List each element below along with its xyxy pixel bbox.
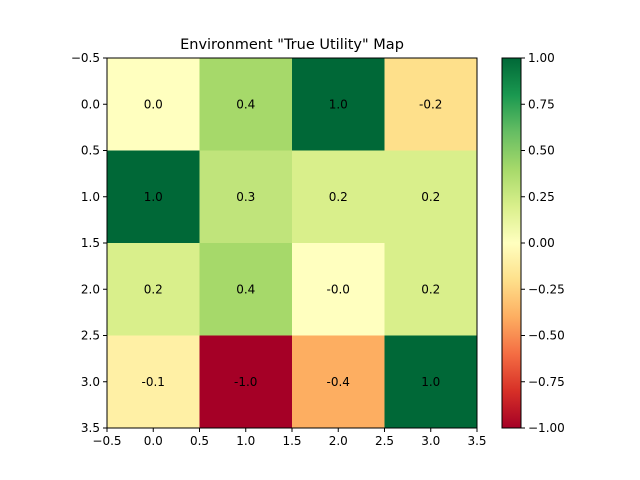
y-tick-label: 2.0	[81, 282, 100, 296]
heatmap-cell	[384, 150, 478, 244]
colorbar	[502, 58, 521, 428]
heatmap-cells	[107, 58, 478, 429]
chart-title: Environment "True Utility" Map	[180, 37, 404, 53]
cell-value-label: 0.4	[236, 282, 255, 296]
x-tick-label: 0.5	[190, 434, 209, 448]
x-tick-label: 2.5	[375, 434, 394, 448]
cell-value-label: 1.0	[421, 375, 440, 389]
cell-value-label: -1.0	[234, 375, 257, 389]
heatmap-cell-labels: 0.0 0.4 1.0 -0.2 1.0 0.3 0.2 0.2 0.2 0.4 -0.0 0.2 -0…	[142, 97, 443, 389]
y-tick-label: 3.5	[81, 421, 100, 435]
cell-value-label: -0.4	[327, 375, 350, 389]
heatmap-cell	[384, 58, 478, 151]
colorbar-tick-label: 0.25	[528, 190, 555, 204]
x-tick-label: 1.5	[282, 434, 301, 448]
heatmap-cell	[199, 335, 293, 429]
heatmap-cell	[199, 150, 293, 244]
y-tick-label: 0.5	[81, 144, 100, 158]
cell-value-label: 0.0	[144, 97, 163, 111]
colorbar-tick-label: 1.00	[528, 51, 555, 65]
y-axis: −0.5 0.0 0.5 1.0 1.5 2.0 2.5 3.0 3.5	[71, 51, 107, 435]
heatmap-cell	[292, 243, 385, 336]
cell-value-label: -0.0	[327, 282, 350, 296]
heatmap-cell	[292, 58, 385, 151]
colorbar-tick-label: −1.00	[528, 421, 565, 435]
heatmap-cell	[199, 58, 293, 151]
cell-value-label: -0.2	[419, 97, 442, 111]
x-tick-label: 0.0	[144, 434, 163, 448]
y-tick-label: 0.0	[81, 97, 100, 111]
y-tick-label: 1.5	[81, 236, 100, 250]
heatmap-cell	[107, 150, 200, 244]
y-tick-label: 2.5	[81, 329, 100, 343]
cell-value-label: 1.0	[144, 190, 163, 204]
cell-value-label: 0.4	[236, 97, 255, 111]
heatmap-cell	[384, 335, 478, 429]
heatmap-cell	[107, 243, 200, 336]
heatmap-cell	[107, 335, 200, 429]
colorbar-tick-label: −0.25	[528, 282, 565, 296]
colorbar-tick-label: −0.50	[528, 329, 565, 343]
colorbar-tick-label: 0.50	[528, 144, 555, 158]
heatmap-cell	[292, 150, 385, 244]
cell-value-label: 1.0	[329, 97, 348, 111]
heatmap-cell	[199, 243, 293, 336]
colorbar-axis: 1.00 0.75 0.50 0.25 0.00 −0.25 −0.50 −0.75 −1.00	[521, 51, 565, 435]
cell-value-label: 0.2	[329, 190, 348, 204]
x-tick-label: 3.0	[421, 434, 440, 448]
heatmap-cell	[292, 335, 385, 429]
cell-value-label: 0.2	[421, 190, 440, 204]
colorbar-tick-label: 0.75	[528, 97, 555, 111]
colorbar-tick-label: 0.00	[528, 236, 555, 250]
cell-value-label: 0.2	[144, 282, 163, 296]
x-axis: −0.5 0.0 0.5 1.0 1.5 2.0 2.5 3.0 3.5	[92, 428, 487, 448]
cell-value-label: 0.3	[236, 190, 255, 204]
cell-value-label: 0.2	[421, 282, 440, 296]
x-tick-label: 3.5	[467, 434, 486, 448]
colorbar-tick-label: −0.75	[528, 375, 565, 389]
x-tick-label: 1.0	[236, 434, 255, 448]
y-tick-label: 1.0	[81, 190, 100, 204]
x-tick-label: 2.0	[329, 434, 348, 448]
heatmap-cell	[107, 58, 200, 151]
y-tick-label: 3.0	[81, 375, 100, 389]
x-tick-label: −0.5	[92, 434, 121, 448]
heatmap-cell	[384, 243, 478, 336]
y-tick-label: −0.5	[71, 51, 100, 65]
cell-value-label: -0.1	[142, 375, 165, 389]
